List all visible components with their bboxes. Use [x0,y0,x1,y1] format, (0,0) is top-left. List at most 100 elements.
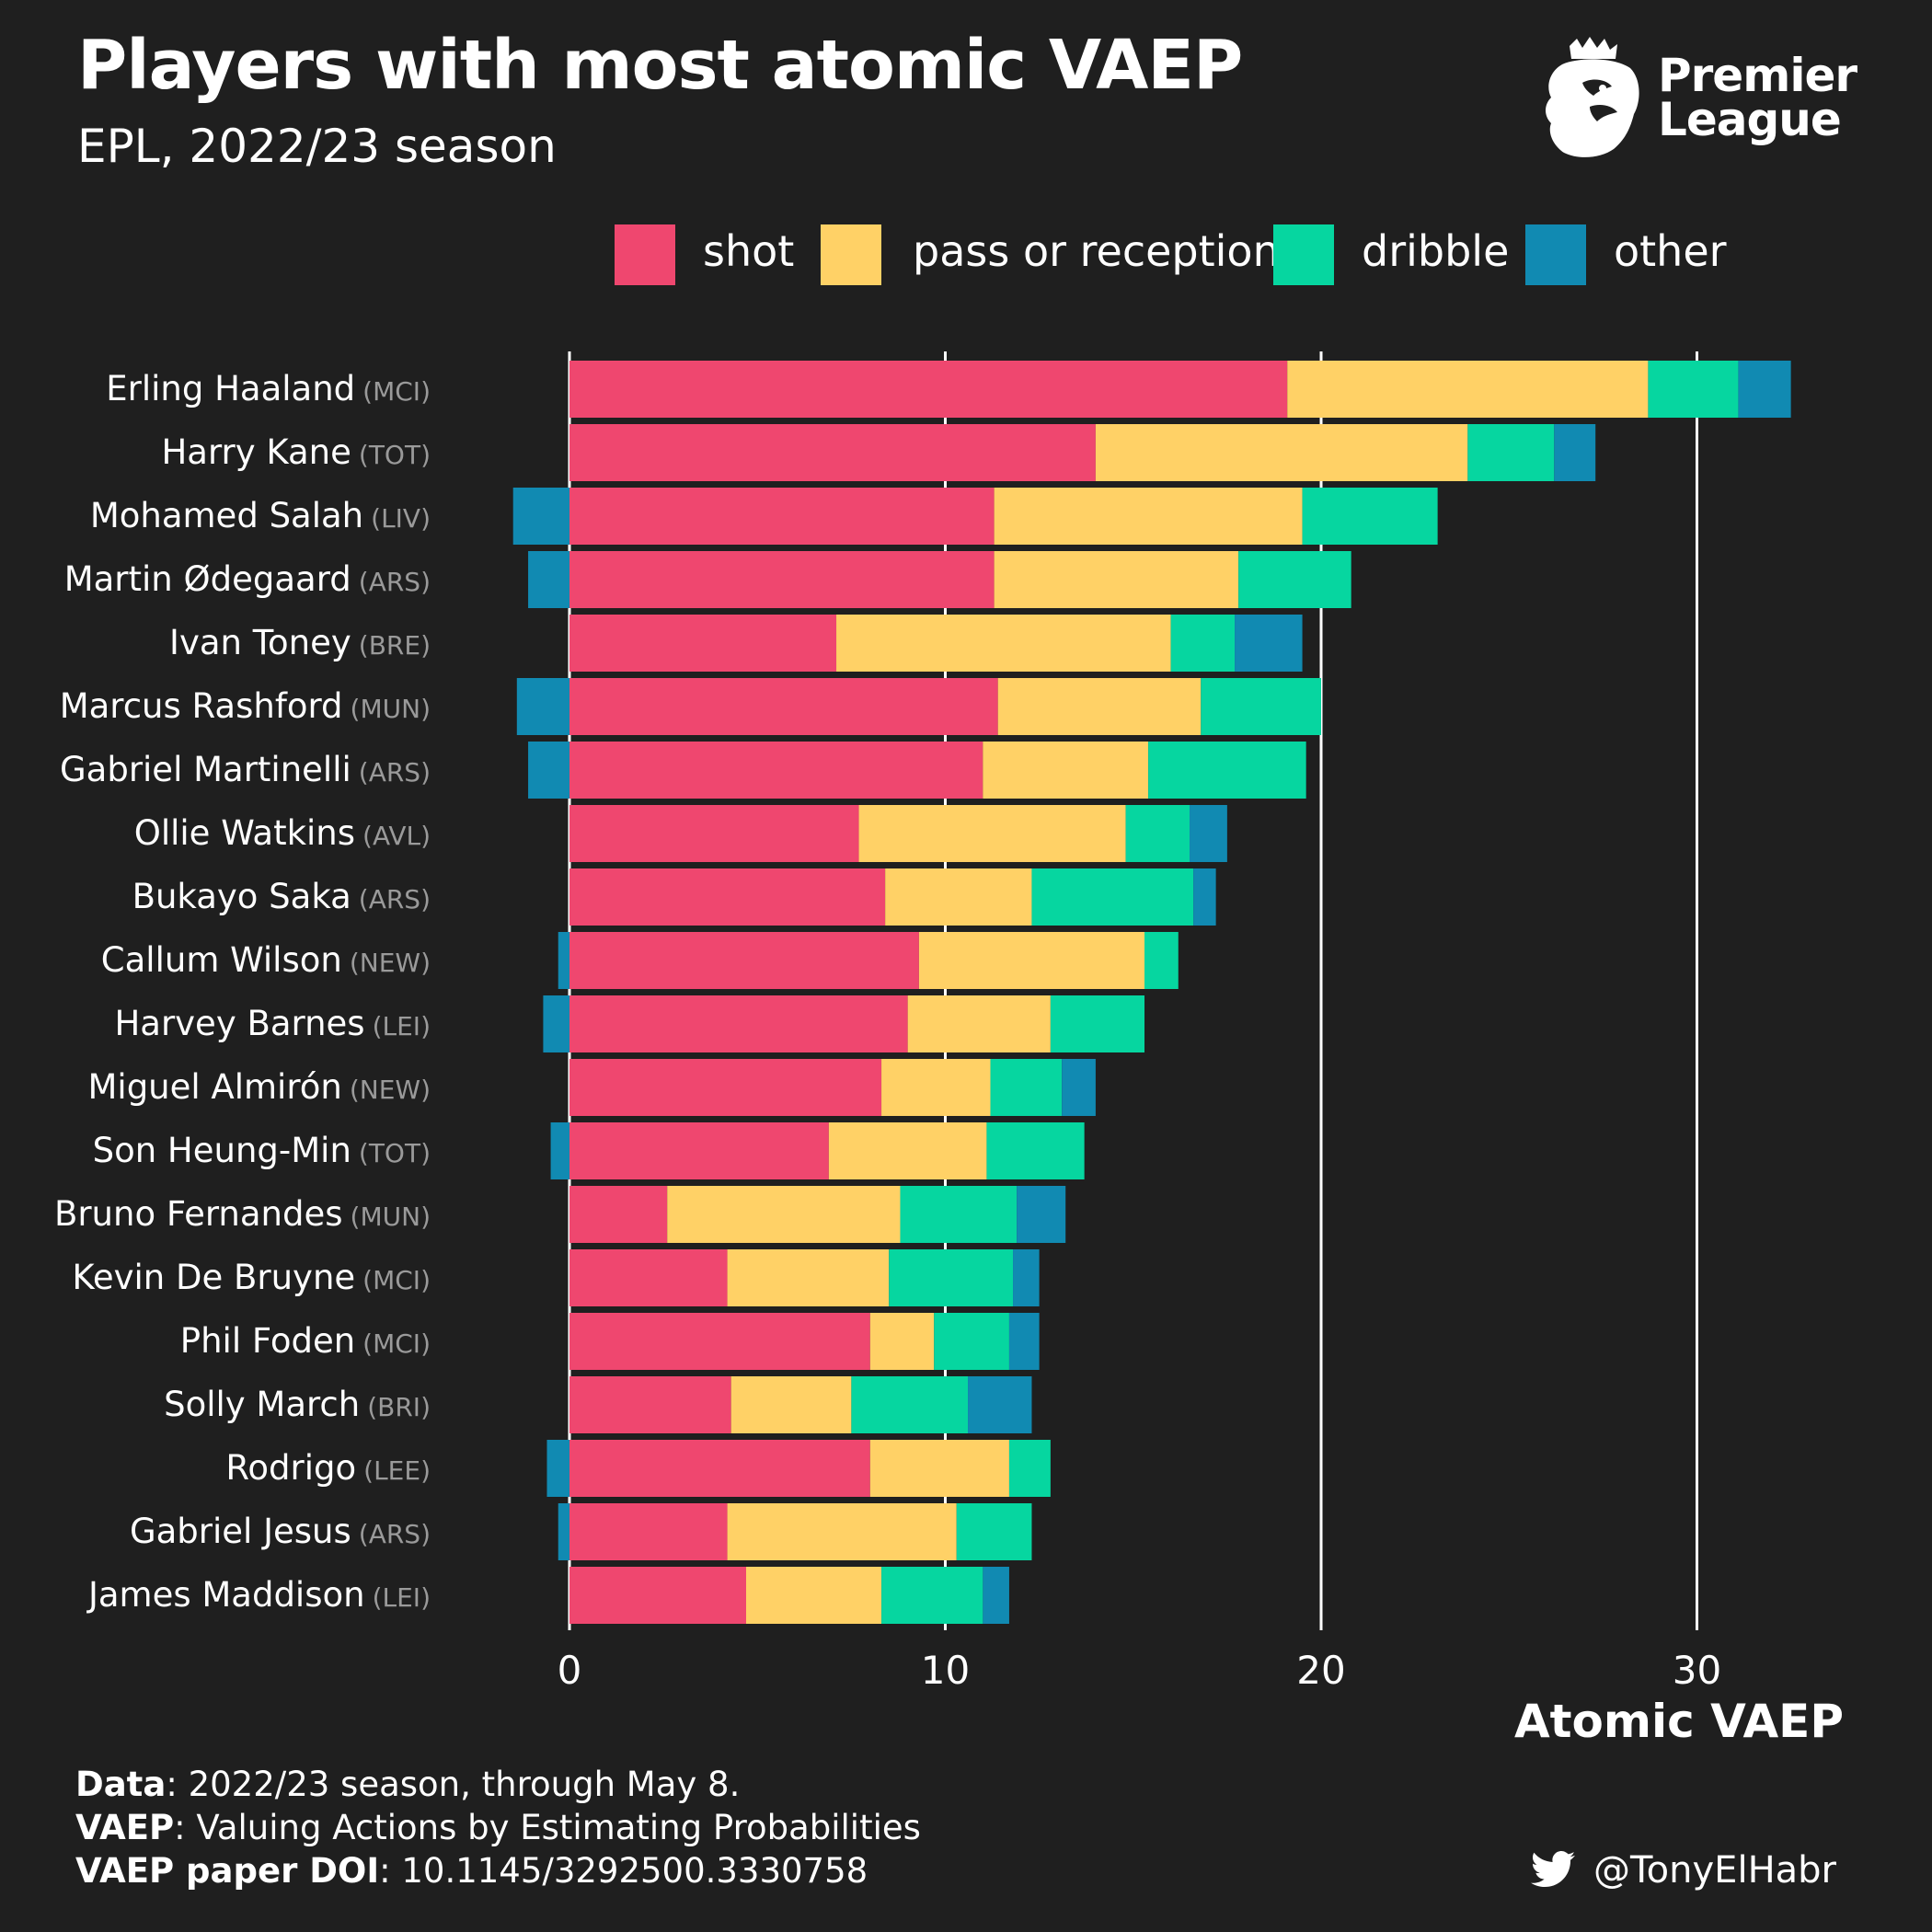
bar-segment-pass-or-reception [1287,361,1649,418]
player-team: (ARS) [358,1519,431,1549]
bar-segment-pass-or-reception [730,1376,852,1433]
x-tick-label: 20 [1296,1648,1345,1693]
player-name: Kevin De Bruyne [72,1258,356,1297]
legend-swatch-other [1525,224,1586,285]
bar-segment-other [543,995,569,1052]
x-tick-labels: 0 10 20 30 [558,1648,1722,1693]
player-team: (TOT) [358,440,431,470]
bar-segment-other [550,1122,569,1179]
bar-segment-dribble [1031,868,1194,926]
player-label: Ivan Toney (BRE) [169,623,431,666]
player-team: (ARS) [358,884,431,914]
bar-segment-dribble [934,1313,1009,1370]
bar-segment-other [1062,1059,1096,1116]
player-label: Bruno Fernandes (MUN) [54,1194,431,1237]
footer-line-doi: VAEP paper DOI: 10.1145/3292500.3330758 [75,1851,868,1891]
bar-segment-other [1554,424,1596,481]
player-label: Kevin De Bruyne (MCI) [72,1258,431,1301]
bar-segment-pass-or-reception [745,1567,882,1624]
legend-label-shot: shot [703,226,795,276]
player-name: Son Heung-Min [92,1131,351,1170]
bar-segment-shot [569,805,859,862]
player-team: (NEW) [349,1075,431,1105]
player-name: Erling Haaland [106,369,356,408]
bar-segment-pass-or-reception [1095,424,1468,481]
bar-segment-other [1013,1249,1040,1306]
player-name: Callum Wilson [100,940,342,980]
player-label: Harry Kane (TOT) [161,432,431,476]
player-label: Gabriel Jesus (ARS) [130,1512,431,1555]
bar-segment-other [1017,1186,1066,1243]
chart-subtitle: EPL, 2022/23 season [77,120,557,173]
bar-segment-pass-or-reception [727,1249,890,1306]
bar-segment-pass-or-reception [881,1059,991,1116]
bar-segment-shot [569,361,1288,418]
bar-segment-other [1008,1313,1040,1370]
bar-segment-dribble [1302,488,1438,545]
twitter-icon [1531,1851,1576,1887]
player-team: (MUN) [350,694,431,724]
footer-caption: Data: 2022/23 season, through May 8. VAE… [75,1763,921,1892]
bar-segment-pass-or-reception [869,1313,935,1370]
player-team: (AVL) [362,821,431,851]
player-label: Son Heung-Min (TOT) [93,1131,431,1174]
bar-segment-dribble [1201,678,1321,735]
player-team: (MCI) [362,1328,431,1359]
player-label: Miguel Almirón (NEW) [87,1067,431,1110]
bar-segment-pass-or-reception [836,615,1171,672]
player-name: Gabriel Martinelli [59,750,351,789]
bar-segment-pass-or-reception [858,805,1126,862]
player-name: Gabriel Jesus [129,1512,351,1551]
footer-line-data: Data: 2022/23 season, through May 8. [75,1765,741,1804]
player-label: Rodrigo (LEE) [225,1448,431,1491]
bar-segment-pass-or-reception [885,868,1032,926]
player-name: Rodrigo [225,1448,357,1488]
player-label: Erling Haaland (MCI) [106,369,431,412]
legend: shot pass or reception dribble other [0,221,1932,287]
bar-segment-pass-or-reception [727,1503,957,1560]
bar-segment-pass-or-reception [907,995,1051,1052]
bar-segment-shot [569,678,998,735]
bar-segment-dribble [881,1567,983,1624]
bar-segment-pass-or-reception [828,1122,987,1179]
player-name: Solly March [164,1385,361,1424]
player-name: Harry Kane [161,432,351,472]
x-axis-title: Atomic VAEP [1513,1695,1844,1748]
twitter-handle: @TonyElHabr [1531,1849,1836,1892]
bar-segment-pass-or-reception [869,1440,1009,1497]
player-team: (ARS) [358,567,431,597]
bar-segment-shot [569,1249,728,1306]
player-label: Ollie Watkins (AVL) [134,813,431,857]
bar-segment-other [1738,361,1791,418]
player-team: (NEW) [349,948,431,978]
bar-segment-dribble [1238,551,1351,608]
player-team: (MUN) [350,1202,431,1232]
bar-segment-other [512,488,569,545]
player-label: Gabriel Martinelli (ARS) [60,750,431,793]
player-team: (LIV) [371,503,431,534]
player-label: Martin Ødegaard (ARS) [64,559,431,603]
bar-segment-dribble [1050,995,1145,1052]
player-label: Marcus Rashford (MUN) [60,686,431,730]
bar-segment-dribble [986,1122,1085,1179]
bar-segment-pass-or-reception [983,742,1149,799]
legend-label-other: other [1614,226,1727,276]
player-label: Bukayo Saka (ARS) [132,877,431,920]
legend-swatch-shot [615,224,675,285]
player-name: Bruno Fernandes [53,1194,343,1234]
bar-segment-dribble [889,1249,1014,1306]
legend-swatch-dribble [1273,224,1334,285]
x-tick-label: 30 [1673,1648,1721,1693]
bar-segment-dribble [1648,361,1739,418]
player-team: (LEI) [372,1582,431,1613]
player-team: (BRE) [358,630,431,661]
player-label: Callum Wilson (NEW) [101,940,431,983]
bar-segment-shot [569,1376,731,1433]
premier-league-logo: Premier League [1542,37,1857,166]
bar-segment-other [968,1376,1032,1433]
bar-segment-shot [569,424,1096,481]
bar-segment-pass-or-reception [997,678,1202,735]
bar-segment-shot [569,742,983,799]
x-tick-label: 0 [558,1648,582,1693]
